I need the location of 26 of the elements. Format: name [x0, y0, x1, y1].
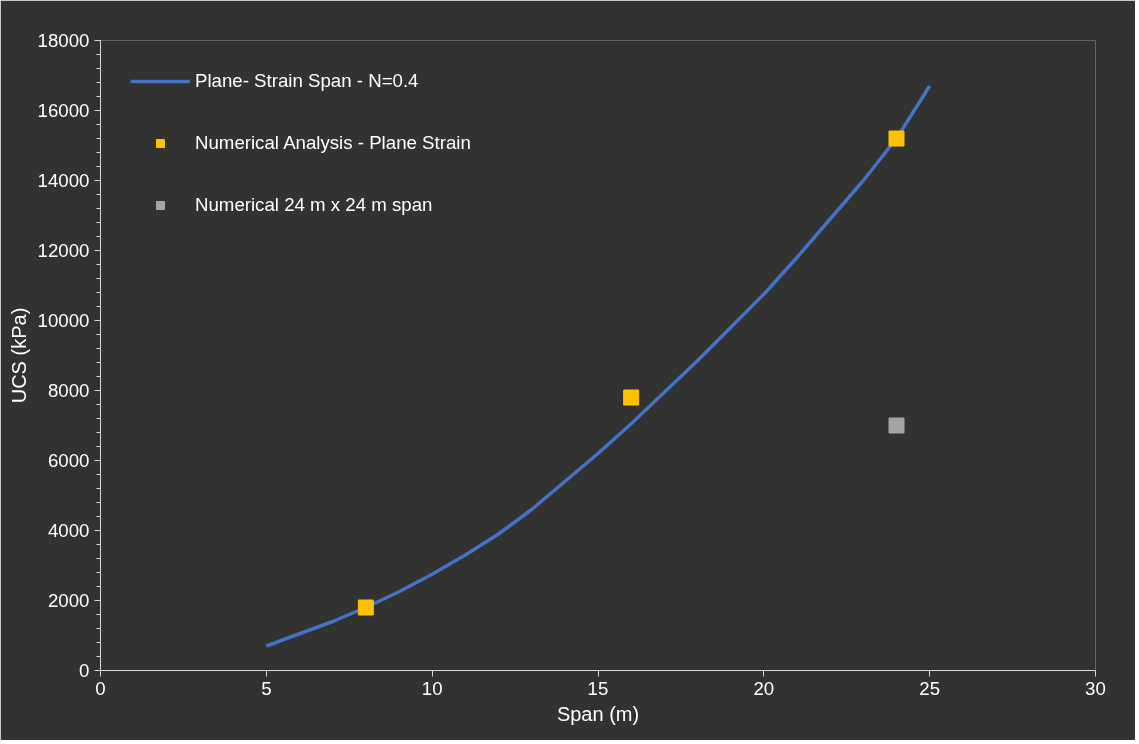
x-tick-label: 10: [421, 677, 443, 699]
y-tick-label: 10000: [37, 310, 90, 331]
x-tick-label: 30: [1085, 677, 1106, 699]
y-tick-label: 16000: [37, 100, 90, 121]
legend-label: Numerical 24 m x 24 m span: [195, 194, 433, 216]
y-tick-label: 18000: [37, 30, 90, 51]
point: [357, 599, 374, 616]
x-tick-label: 5: [261, 677, 272, 699]
x-tick-label: 20: [753, 677, 775, 699]
x-tick-label: 0: [95, 677, 106, 699]
x-axis-title: Span (m): [556, 702, 640, 725]
y-tick-label: 0: [79, 660, 90, 681]
point: [888, 417, 905, 434]
y-tick-label: 2000: [48, 590, 90, 611]
x-tick-label: 15: [587, 677, 609, 699]
y-tick-label: 14000: [37, 170, 90, 191]
y-axis-title: UCS (kPa): [7, 307, 30, 404]
legend-label: Plane- Strain Span - N=0.4: [195, 70, 419, 92]
x-tick-label: 25: [919, 677, 941, 699]
y-tick-label: 8000: [48, 380, 90, 401]
point: [623, 389, 640, 406]
legend-label: Numerical Analysis - Plane Strain: [195, 132, 471, 154]
y-tick-label: 6000: [48, 450, 90, 471]
point: [888, 130, 905, 147]
y-tick-label: 4000: [48, 520, 90, 541]
y-tick-label: 12000: [37, 240, 90, 261]
